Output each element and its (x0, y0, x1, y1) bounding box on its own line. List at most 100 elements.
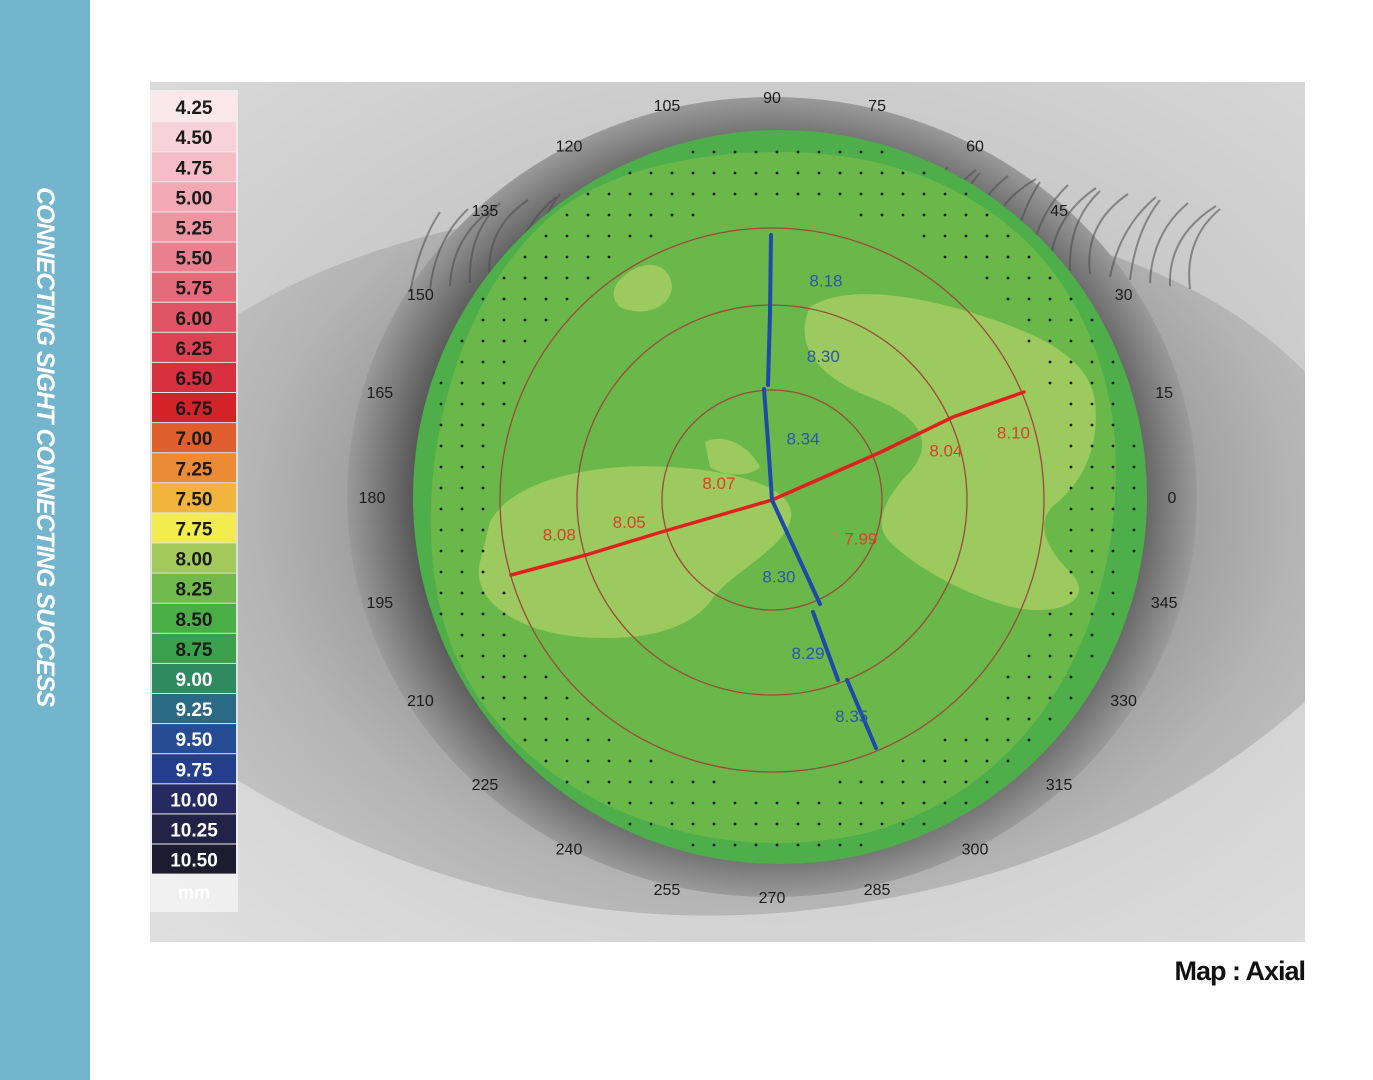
map-dot (964, 192, 968, 196)
map-dot (1048, 318, 1052, 322)
map-dot (1090, 486, 1094, 490)
map-dot (1006, 717, 1010, 721)
map-dot (733, 150, 737, 154)
scale-label: 8.00 (176, 550, 213, 571)
map-dot (838, 843, 842, 847)
map-dot (1048, 381, 1052, 385)
eyelash (1188, 208, 1221, 290)
scale-label: 5.75 (176, 279, 213, 300)
map-dot (1006, 738, 1010, 742)
scale-label: 9.00 (176, 670, 213, 691)
map-value: 8.29 (791, 644, 824, 663)
map-value: 7.99 (844, 529, 877, 548)
map-dot (649, 822, 653, 826)
map-dot (502, 318, 506, 322)
map-dot (985, 759, 989, 763)
map-dot (523, 339, 527, 343)
eyelash (429, 208, 469, 290)
map-dot (607, 234, 611, 238)
map-values: 8.10 8.04 8.07 8.05 8.08 7.99 8.18 8.30 8.34 8.30… (543, 272, 1030, 726)
map-dot (1090, 570, 1094, 574)
eyelash (468, 202, 501, 284)
map-dot (985, 717, 989, 721)
map-dot (481, 507, 485, 511)
map-dot (1111, 507, 1115, 511)
map-dot (922, 213, 926, 217)
scale-swatch (152, 453, 236, 483)
map-dot (460, 612, 464, 616)
map-dot (1132, 507, 1136, 511)
map-dot (1090, 507, 1094, 511)
scale-label: 10.25 (170, 820, 218, 841)
scale-label: 9.25 (176, 700, 213, 721)
map-dot (586, 717, 590, 721)
map-dot (838, 801, 842, 805)
map-dot (943, 213, 947, 217)
map-dot (565, 696, 569, 700)
map-dot (439, 402, 443, 406)
map-dot (628, 234, 632, 238)
map-dot (859, 780, 863, 784)
light-zone-top (613, 264, 672, 312)
map-dot (460, 423, 464, 427)
angle-label: 225 (472, 777, 499, 794)
map-dot (901, 171, 905, 175)
map-dot (1111, 444, 1115, 448)
map-dot (796, 801, 800, 805)
map-dot (1111, 591, 1115, 595)
map-dot (1132, 486, 1136, 490)
map-dot (901, 801, 905, 805)
angle-label: 90 (763, 90, 781, 107)
scale-swatch (152, 543, 236, 573)
map-dot (481, 633, 485, 637)
map-dot (733, 822, 737, 826)
map-value: 8.04 (929, 441, 962, 460)
map-dot (628, 171, 632, 175)
map-dot (964, 234, 968, 238)
map-dot (1048, 633, 1052, 637)
scale-swatch (152, 784, 236, 814)
map-dot (544, 738, 548, 742)
map-dot (460, 402, 464, 406)
scale-swatch (152, 272, 236, 302)
map-dot (922, 171, 926, 175)
scale-swatch (152, 844, 236, 874)
map-dot (523, 738, 527, 742)
map-dot (649, 213, 653, 217)
map-dot (481, 402, 485, 406)
map-dot (985, 780, 989, 784)
map-dot (775, 843, 779, 847)
meridian-line (766, 312, 772, 387)
map-dot (544, 255, 548, 259)
map-dot (481, 486, 485, 490)
map-dot (880, 801, 884, 805)
scale-label: 8.25 (176, 580, 213, 601)
angle-label: 255 (654, 882, 681, 899)
scale-swatch (152, 724, 236, 754)
map-dot (1111, 549, 1115, 553)
map-dot (1090, 444, 1094, 448)
map-dot (481, 675, 485, 679)
map-dot (1111, 465, 1115, 469)
meridian-line (768, 233, 773, 316)
map-dot (565, 717, 569, 721)
map-dot (1048, 360, 1052, 364)
map-dot (1069, 360, 1073, 364)
map-dot (1027, 717, 1031, 721)
map-dot (649, 171, 653, 175)
angle-label: 150 (407, 287, 434, 304)
map-dot (460, 360, 464, 364)
map-dot (607, 255, 611, 259)
map-dot (523, 318, 527, 322)
map-dot (523, 696, 527, 700)
map-dot (439, 549, 443, 553)
upper-eyelid (150, 82, 1305, 382)
map-dot (691, 150, 695, 154)
angle-label: 165 (366, 385, 393, 402)
map-dot (460, 549, 464, 553)
map-dot (1090, 528, 1094, 532)
topography-map: 4.25 4.50 4.75 5.00 5.25 5.50 5.75 6.00 6.25 6.50… (150, 82, 1305, 942)
map-dot (901, 780, 905, 784)
map-dot (502, 360, 506, 364)
scale-label: 5.50 (176, 249, 213, 270)
